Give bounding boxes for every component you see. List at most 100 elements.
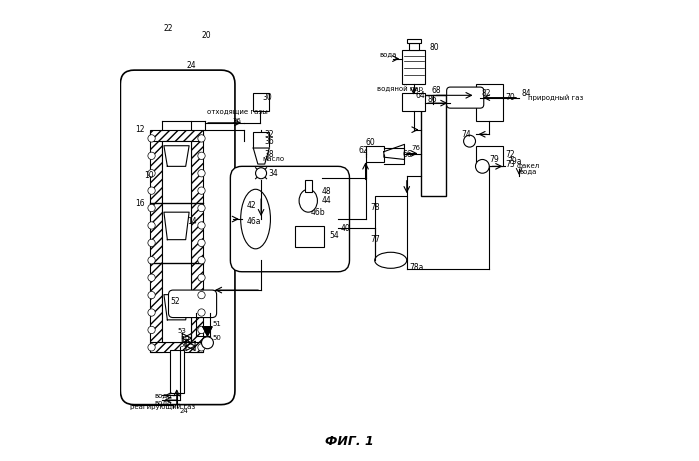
Circle shape	[198, 204, 206, 212]
Bar	[150, 342, 203, 352]
Text: вода: вода	[154, 392, 172, 398]
Text: 50: 50	[212, 335, 221, 341]
Polygon shape	[203, 327, 212, 336]
Circle shape	[148, 344, 155, 351]
Text: 20: 20	[202, 31, 212, 40]
Bar	[253, 132, 269, 148]
Text: 60: 60	[366, 137, 375, 147]
Text: факел: факел	[517, 163, 540, 169]
Text: 86: 86	[427, 95, 437, 104]
Bar	[366, 146, 384, 162]
Circle shape	[148, 309, 155, 316]
Text: водяной пар: водяной пар	[377, 85, 423, 92]
Circle shape	[148, 187, 155, 194]
Text: масло: масло	[262, 156, 284, 162]
Text: 46a: 46a	[247, 217, 261, 226]
Circle shape	[148, 152, 155, 160]
Text: 42: 42	[247, 201, 256, 210]
Text: 68: 68	[432, 86, 442, 95]
Circle shape	[198, 135, 206, 142]
Text: вода: вода	[380, 51, 396, 57]
Text: 44: 44	[322, 196, 332, 205]
FancyBboxPatch shape	[231, 166, 350, 272]
Circle shape	[148, 170, 155, 177]
Bar	[475, 84, 503, 120]
Bar	[375, 196, 407, 260]
Text: 73: 73	[505, 160, 515, 169]
Text: 79: 79	[489, 155, 499, 164]
Circle shape	[148, 135, 155, 142]
Polygon shape	[253, 148, 269, 164]
Text: 64: 64	[416, 91, 426, 100]
Circle shape	[198, 170, 206, 177]
Bar	[305, 180, 312, 192]
Circle shape	[198, 309, 206, 316]
Text: 18: 18	[180, 336, 189, 345]
Circle shape	[198, 239, 206, 247]
Text: 34: 34	[268, 169, 278, 178]
Text: 84: 84	[521, 89, 531, 98]
Circle shape	[198, 326, 206, 334]
Text: 38: 38	[265, 150, 274, 160]
Text: 78: 78	[370, 203, 380, 212]
Text: ФИГ. 1: ФИГ. 1	[325, 435, 374, 448]
Text: реагирующий газ: реагирующий газ	[131, 404, 196, 410]
Text: 79a: 79a	[507, 157, 522, 166]
Circle shape	[198, 344, 206, 351]
Bar	[402, 49, 425, 84]
Circle shape	[198, 291, 206, 299]
Circle shape	[463, 135, 475, 147]
Bar	[150, 132, 161, 352]
Bar	[170, 349, 184, 393]
Circle shape	[148, 204, 155, 212]
Text: отходящие газы: отходящие газы	[208, 108, 268, 114]
Text: 36: 36	[265, 136, 275, 146]
Circle shape	[148, 222, 155, 229]
Text: 24: 24	[180, 408, 189, 414]
Text: 62: 62	[359, 146, 368, 155]
Bar	[150, 130, 203, 141]
Text: 26: 26	[233, 118, 242, 124]
Text: 72: 72	[505, 150, 515, 160]
Text: 10: 10	[144, 171, 153, 180]
FancyBboxPatch shape	[168, 290, 217, 318]
Bar	[192, 132, 203, 352]
Bar	[294, 226, 324, 247]
Bar	[407, 39, 421, 42]
Ellipse shape	[375, 252, 407, 268]
Circle shape	[198, 222, 206, 229]
Bar	[253, 93, 269, 112]
Text: 51: 51	[212, 321, 221, 327]
Text: вода: вода	[154, 399, 172, 405]
Bar	[475, 146, 503, 166]
Circle shape	[198, 187, 206, 194]
Ellipse shape	[299, 189, 317, 212]
Text: 80: 80	[430, 43, 439, 52]
Circle shape	[198, 274, 206, 281]
Text: 66: 66	[402, 150, 412, 160]
Text: 82: 82	[482, 89, 491, 98]
Text: 14: 14	[187, 217, 196, 226]
Text: 32: 32	[265, 130, 274, 139]
Text: 22: 22	[164, 24, 173, 33]
Bar	[402, 93, 425, 112]
Text: 70: 70	[505, 93, 515, 102]
Text: 48: 48	[322, 187, 331, 196]
Bar	[161, 141, 192, 342]
Text: 12: 12	[135, 125, 145, 134]
Circle shape	[198, 257, 206, 264]
Circle shape	[198, 152, 206, 160]
Text: 77: 77	[370, 235, 380, 244]
Circle shape	[256, 168, 266, 179]
FancyBboxPatch shape	[120, 70, 235, 405]
FancyBboxPatch shape	[447, 87, 484, 108]
Text: 40: 40	[340, 224, 350, 233]
Bar	[409, 42, 419, 49]
Text: 46b: 46b	[310, 207, 325, 217]
Circle shape	[475, 160, 489, 173]
Circle shape	[148, 239, 155, 247]
Text: вода: вода	[519, 168, 536, 174]
Text: 53: 53	[178, 328, 187, 334]
Text: 16: 16	[135, 199, 145, 207]
Ellipse shape	[240, 189, 271, 249]
